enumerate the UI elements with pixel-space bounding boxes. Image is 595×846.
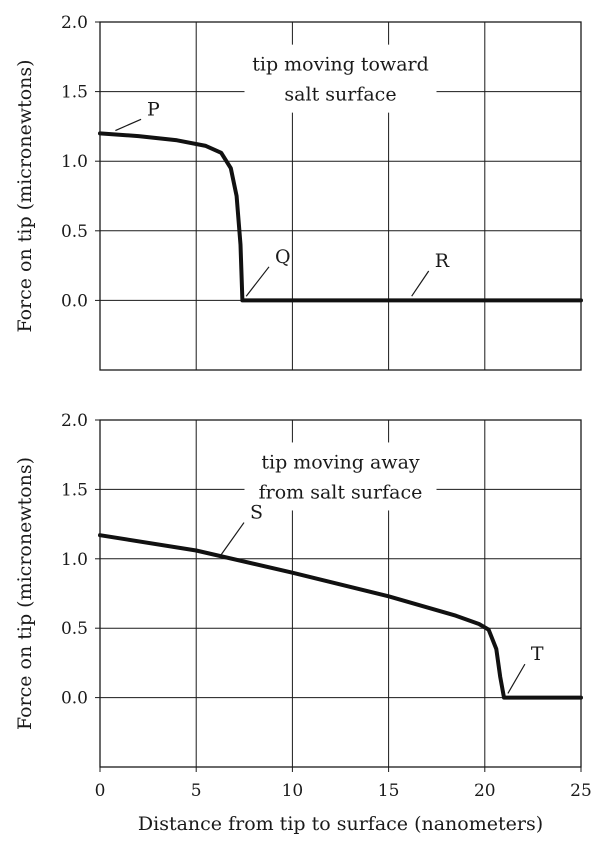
annotation-top: tip moving toward salt surface [244,44,437,113]
chart-top: tip moving toward salt surface P Q R 2.0 1.… [14,13,583,371]
annotation-background [244,44,437,113]
annotation-bottom: tip moving away from salt surface [244,442,437,511]
annotation-line-2: from salt surface [259,481,423,503]
x-tick-label: 0 [95,781,106,801]
annotation-line-1: tip moving toward [252,54,429,76]
point-labels-bottom: ST [220,502,544,694]
y-axis-label-top: Force on tip (micronewtons) [14,59,36,332]
label-leader-line [411,270,430,297]
chart-bottom: tip moving away from salt surface ST 2.0… [14,411,592,835]
y-ticks-bottom: 2.0 1.5 1.0 0.5 0.0 [61,411,100,709]
y-ticks-top: 2.0 1.5 1.0 0.5 0.0 [61,13,100,311]
plot-frame-bottom [99,419,582,768]
point-label-s: S [250,502,263,524]
x-tick-label: 20 [474,781,496,801]
annotation-background [244,442,437,511]
annotation-line-1: tip moving away [261,451,420,473]
x-axis-label: Distance from tip to surface (nanometers… [138,813,543,835]
label-leader-line [245,266,270,297]
plot-frame-top [99,21,582,371]
y-tick-label: 1.0 [61,550,88,570]
point-labels-top: P Q R [115,98,450,297]
point-label-t: T [531,643,544,665]
force-curve-toward [98,131,583,303]
label-leader-line [220,522,245,555]
point-label-p: P [147,98,160,120]
point-label-q: Q [275,246,291,268]
label-leader-line [115,118,142,132]
y-tick-label: 1.0 [61,152,88,172]
x-ticks-bottom: 0 5 10 15 20 25 [95,767,592,801]
y-tick-label: 0.5 [61,222,88,242]
x-tick-label: 15 [378,781,400,801]
y-tick-label: 0.0 [61,689,88,709]
point-label-r: R [435,250,450,272]
y-tick-label: 0.0 [61,291,88,311]
x-tick-label: 25 [570,781,592,801]
x-tick-label: 5 [191,781,202,801]
y-tick-label: 1.5 [61,83,88,103]
y-tick-label: 1.5 [61,480,88,500]
y-tick-label: 2.0 [61,13,88,33]
x-tick-label: 10 [282,781,304,801]
y-tick-label: 2.0 [61,411,88,431]
label-leader-line [507,663,526,694]
y-axis-label-bottom: Force on tip (micronewtons) [14,457,36,730]
y-tick-label: 0.5 [61,619,88,639]
annotation-line-2: salt surface [284,84,396,106]
force-curve-away [98,533,583,700]
